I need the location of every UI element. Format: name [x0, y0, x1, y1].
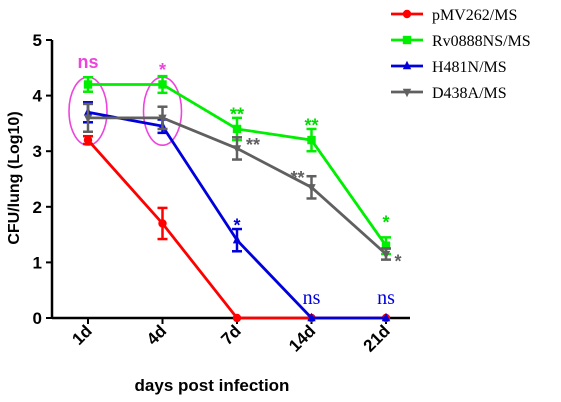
legend-label: D438A/MS — [432, 85, 507, 102]
data-point — [402, 88, 412, 98]
legend-label: H481N/MS — [432, 59, 507, 76]
y-tick-label: 1 — [33, 253, 42, 272]
data-point — [232, 124, 242, 134]
legend: pMV262/MS Rv0888NS/MS H481N/MS D438A/MS — [391, 7, 531, 102]
significance-annotations: ns **********ns**ns — [77, 52, 401, 309]
data-point — [381, 312, 391, 322]
legend-item: D438A/MS — [391, 85, 507, 102]
significance-label: ns — [303, 287, 321, 309]
y-axis-label: CFU/lung (Log10) — [6, 111, 23, 244]
x-tick-label: 1d — [68, 321, 95, 348]
legend-label: pMV262/MS — [432, 7, 517, 24]
y-tick-label: 4 — [33, 87, 43, 106]
data-point — [83, 80, 93, 89]
y-tick-label: 3 — [33, 142, 42, 161]
x-tick-label: 4d — [143, 321, 170, 348]
data-point — [83, 135, 93, 145]
legend-label: Rv0888NS/MS — [432, 33, 531, 50]
significance-label: * — [233, 215, 240, 235]
legend-item: H481N/MS — [391, 59, 507, 76]
data-point — [307, 184, 316, 193]
data-point — [402, 9, 412, 19]
legend-item: pMV262/MS — [391, 7, 517, 24]
significance-label: ns — [377, 287, 395, 309]
y-tick-label: 2 — [33, 198, 42, 217]
significance-label: ** — [290, 168, 304, 188]
data-point — [307, 312, 316, 322]
data-point — [232, 313, 242, 323]
y-tick-label: 0 — [33, 309, 42, 328]
data-point — [83, 114, 93, 124]
data-point — [402, 60, 412, 70]
x-axis-label: days post infection — [135, 376, 290, 395]
x-tick-label: 21d — [360, 321, 394, 355]
series-lines — [83, 74, 391, 323]
data-point — [307, 135, 316, 145]
significance-label: ns — [77, 52, 98, 72]
data-point — [158, 219, 167, 228]
series-rv0888ns-ms — [83, 74, 391, 256]
significance-label: * — [394, 252, 401, 272]
x-tick-label: 7d — [217, 321, 244, 348]
significance-label: ** — [304, 115, 318, 135]
y-tick-label: 5 — [33, 31, 42, 50]
significance-label: ** — [230, 104, 244, 124]
data-point — [381, 250, 391, 260]
x-tick-label: 14d — [285, 321, 319, 355]
data-point — [232, 234, 242, 244]
data-point — [402, 35, 412, 45]
data-point — [158, 114, 167, 124]
data-point — [232, 145, 242, 154]
significance-label: * — [382, 213, 389, 233]
legend-item: Rv0888NS/MS — [391, 33, 531, 50]
series-d438a-ms — [83, 102, 391, 261]
significance-label: * — [159, 60, 166, 80]
significance-label: ** — [246, 135, 260, 155]
data-point — [158, 80, 167, 89]
data-point — [381, 241, 391, 250]
